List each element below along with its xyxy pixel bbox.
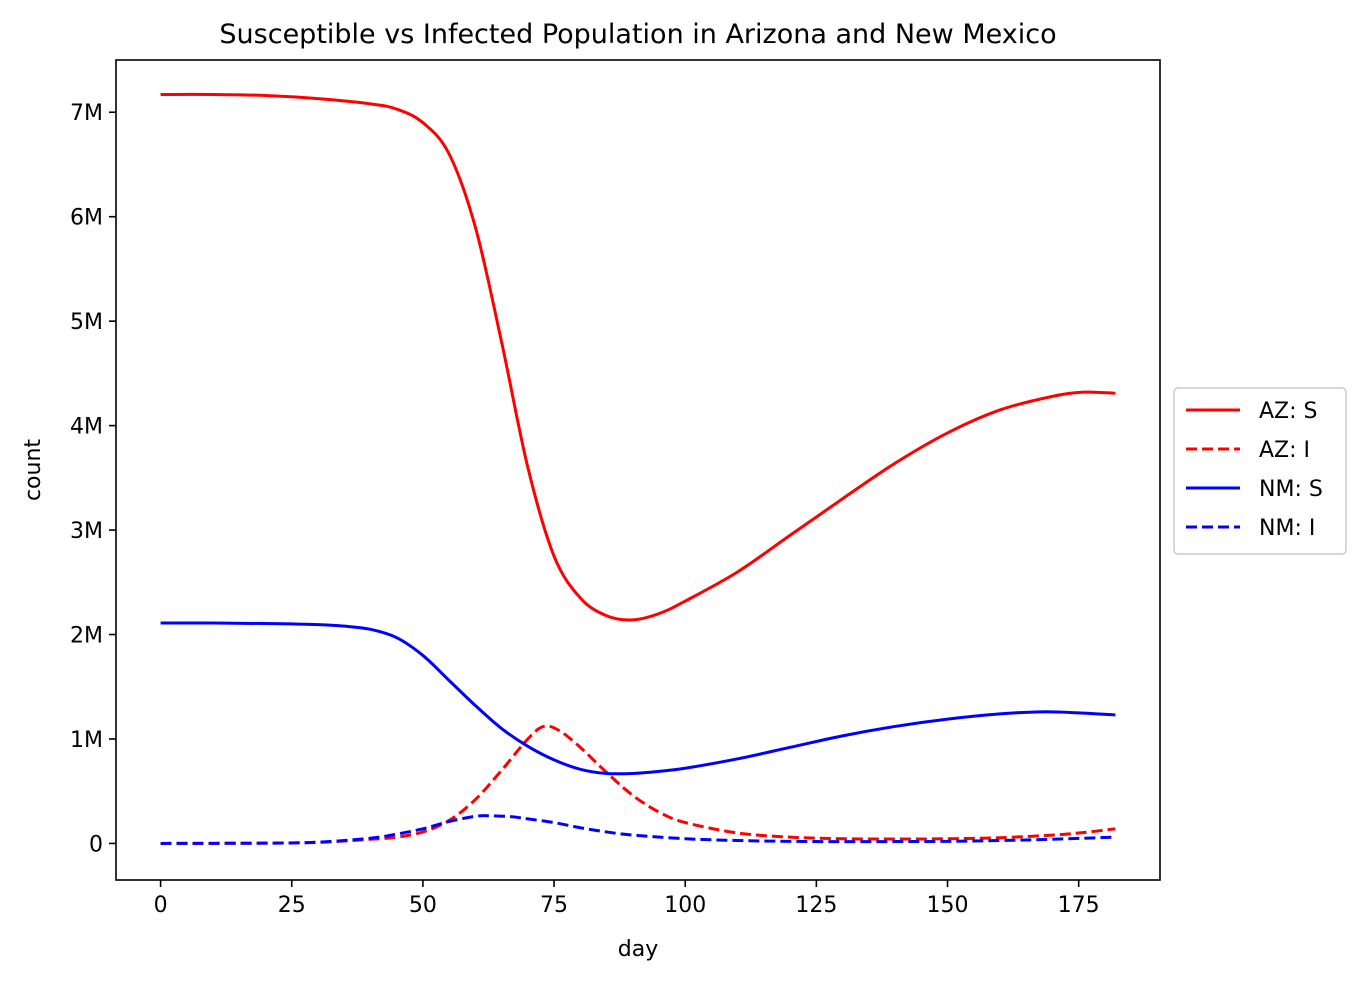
legend: AZ: S AZ: I NM: S NM: I bbox=[1173, 387, 1347, 555]
series-line-az-s bbox=[160, 92, 1116, 622]
y-tick-label: 5M bbox=[70, 310, 103, 335]
y-tick-label: 6M bbox=[70, 206, 103, 231]
x-tick-label: 25 bbox=[278, 893, 306, 918]
y-axis-label: count bbox=[21, 439, 46, 501]
series-line-nm-i bbox=[160, 814, 1116, 845]
y-tick-label: 0 bbox=[89, 832, 103, 857]
legend-label: NM: S bbox=[1259, 477, 1323, 502]
plot-frame bbox=[115, 59, 1161, 881]
x-tick-label: 75 bbox=[540, 893, 568, 918]
series-layer bbox=[160, 92, 1116, 845]
plot-area bbox=[116, 60, 1160, 880]
legend-box bbox=[1173, 387, 1347, 555]
x-axis-ticks: 0 25 50 75 100 125 150 175 bbox=[154, 880, 1100, 918]
x-tick-label: 100 bbox=[664, 893, 706, 918]
x-tick-label: 125 bbox=[795, 893, 837, 918]
x-tick-label: 175 bbox=[1058, 893, 1100, 918]
x-tick-label: 50 bbox=[409, 893, 437, 918]
y-tick-label: 4M bbox=[70, 415, 103, 440]
x-axis-label: day bbox=[618, 937, 658, 962]
legend-label: AZ: S bbox=[1259, 399, 1318, 424]
series-line-nm-s bbox=[160, 621, 1116, 776]
y-axis-ticks: 0 1M 2M 3M 4M 5M 6M 7M bbox=[70, 101, 116, 857]
x-tick-label: 150 bbox=[927, 893, 969, 918]
series-line-az-i bbox=[160, 724, 1116, 845]
legend-entries: AZ: S AZ: I NM: S NM: I bbox=[1186, 399, 1323, 541]
y-tick-label: 1M bbox=[70, 728, 103, 753]
chart-title: Susceptible vs Infected Population in Ar… bbox=[219, 19, 1056, 50]
y-tick-label: 7M bbox=[70, 101, 103, 126]
y-tick-label: 2M bbox=[70, 624, 103, 649]
legend-label: NM: I bbox=[1259, 516, 1315, 541]
legend-label: AZ: I bbox=[1259, 438, 1310, 463]
y-tick-label: 3M bbox=[70, 519, 103, 544]
x-tick-label: 0 bbox=[154, 893, 168, 918]
